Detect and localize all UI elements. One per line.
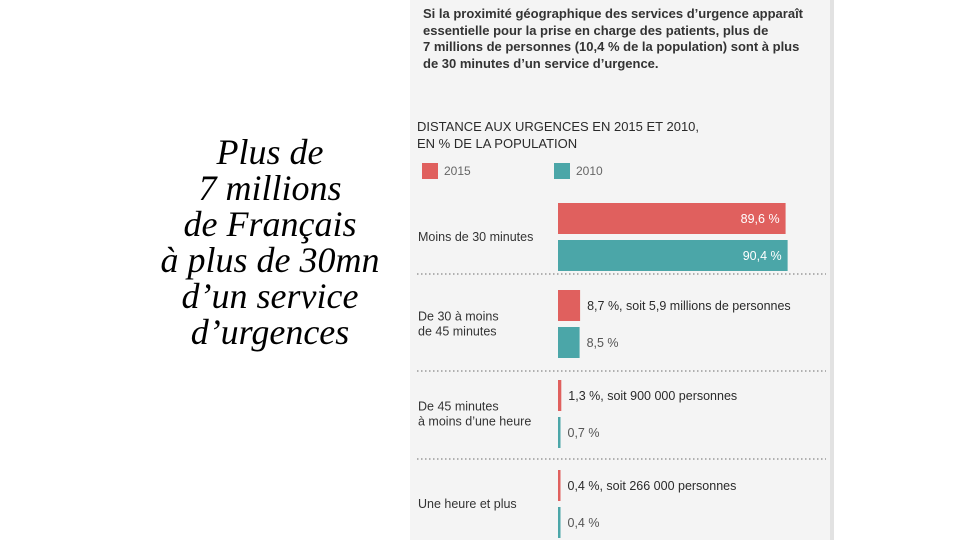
chart-title: DISTANCE AUX URGENCES EN 2015 ET 2010, E… — [417, 118, 817, 152]
bar-2010 — [558, 417, 561, 448]
legend-swatch-2015 — [422, 163, 438, 179]
data-label-2015: 1,3 %, soit 900 000 personnes — [568, 389, 737, 403]
bar-2015 — [558, 380, 562, 411]
slide-title: Plus de 7 millions de Français à plus de… — [120, 134, 420, 350]
bar-2015 — [558, 290, 581, 321]
data-label-2015: 0,4 %, soit 266 000 personnes — [568, 479, 737, 493]
intro-line: essentielle pour la prise en charge des … — [423, 22, 769, 38]
data-label-2015: 8,7 %, soit 5,9 millions de personnes — [587, 299, 791, 313]
category-label: de 45 minutes — [418, 325, 497, 339]
data-label-2010: 8,5 % — [587, 336, 619, 350]
legend-item-2015: 2015 — [422, 163, 471, 179]
bar-2010 — [558, 327, 580, 358]
slide-title-line: Plus de — [216, 132, 324, 172]
panel-edge — [830, 0, 834, 540]
chart-title-line: EN % DE LA POPULATION — [417, 136, 578, 151]
intro-line: 7 millions de personnes (10,4 % de la po… — [423, 39, 800, 54]
bar-2015 — [558, 470, 561, 501]
bar-2010 — [558, 240, 788, 271]
bar-2015 — [558, 203, 786, 234]
intro-line: Si la proximité géographique des service… — [423, 6, 804, 21]
data-label-2015: 89,6 % — [741, 212, 780, 226]
legend-swatch-2010 — [554, 163, 570, 179]
slide-title-line: de Français — [183, 204, 357, 244]
slide-title-line: à plus de 30mn — [160, 240, 380, 280]
legend-label-2010: 2010 — [576, 164, 603, 178]
slide-title-line: d’urgences — [190, 312, 350, 352]
intro-line: de 30 minutes d’un service d’urgence. — [423, 55, 659, 71]
category-label: De 45 minutes — [418, 400, 499, 414]
chart-title-line: DISTANCE AUX URGENCES EN 2015 ET 2010, — [417, 119, 700, 134]
category-label: Moins de 30 minutes — [418, 230, 533, 244]
data-label-2010: 0,4 % — [568, 516, 600, 530]
data-label-2010: 90,4 % — [743, 249, 782, 263]
bar-2010 — [558, 507, 561, 538]
category-label: à moins d’une heure — [418, 415, 531, 429]
legend-item-2010: 2010 — [554, 163, 603, 179]
category-label: De 30 à moins — [418, 310, 499, 324]
slide-title-line: d’un service — [181, 276, 359, 316]
data-label-2010: 0,7 % — [568, 426, 600, 440]
slide-title-line: 7 millions — [198, 168, 342, 208]
intro-text: Si la proximité géographique des service… — [423, 6, 828, 72]
legend-label-2015: 2015 — [444, 164, 471, 178]
category-label: Une heure et plus — [418, 497, 517, 511]
